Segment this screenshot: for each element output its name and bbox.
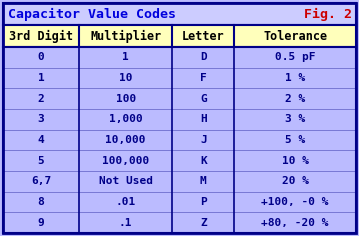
Text: .01: .01 <box>116 197 136 207</box>
Text: +100, -0 %: +100, -0 % <box>261 197 329 207</box>
Text: 10,000: 10,000 <box>106 135 146 145</box>
Text: 3: 3 <box>38 114 44 124</box>
Text: 1: 1 <box>38 73 44 83</box>
Text: M: M <box>200 176 207 186</box>
Text: Z: Z <box>200 218 207 228</box>
Text: 5 %: 5 % <box>285 135 305 145</box>
Text: Not Used: Not Used <box>99 176 153 186</box>
Text: 9: 9 <box>38 218 44 228</box>
Text: Fig. 2: Fig. 2 <box>304 8 352 21</box>
Text: 3 %: 3 % <box>285 114 305 124</box>
Text: K: K <box>200 156 207 166</box>
Bar <box>3 3 356 25</box>
Text: .1: .1 <box>119 218 132 228</box>
Text: Multiplier: Multiplier <box>90 30 161 42</box>
Bar <box>3 25 356 47</box>
Text: 8: 8 <box>38 197 44 207</box>
Text: +80, -20 %: +80, -20 % <box>261 218 329 228</box>
Bar <box>3 47 356 233</box>
Text: 5: 5 <box>38 156 44 166</box>
Text: Letter: Letter <box>182 30 225 42</box>
Text: 10: 10 <box>119 73 132 83</box>
Text: G: G <box>200 94 207 104</box>
Text: 20 %: 20 % <box>281 176 309 186</box>
Text: Tolerance: Tolerance <box>263 30 327 42</box>
Text: P: P <box>200 197 207 207</box>
Text: 1 %: 1 % <box>285 73 305 83</box>
Text: 100,000: 100,000 <box>102 156 149 166</box>
Text: 0.5 pF: 0.5 pF <box>275 52 315 62</box>
Text: 100: 100 <box>116 94 136 104</box>
Text: 2: 2 <box>38 94 44 104</box>
Text: H: H <box>200 114 207 124</box>
Text: 10 %: 10 % <box>281 156 309 166</box>
Text: 4: 4 <box>38 135 44 145</box>
Text: 3rd Digit: 3rd Digit <box>9 30 73 42</box>
Text: 1,000: 1,000 <box>109 114 143 124</box>
Text: 2 %: 2 % <box>285 94 305 104</box>
Text: F: F <box>200 73 207 83</box>
Text: J: J <box>200 135 207 145</box>
Text: 0: 0 <box>38 52 44 62</box>
Text: 1: 1 <box>122 52 129 62</box>
Text: Capacitor Value Codes: Capacitor Value Codes <box>8 8 176 21</box>
Text: 6,7: 6,7 <box>31 176 51 186</box>
Text: D: D <box>200 52 207 62</box>
